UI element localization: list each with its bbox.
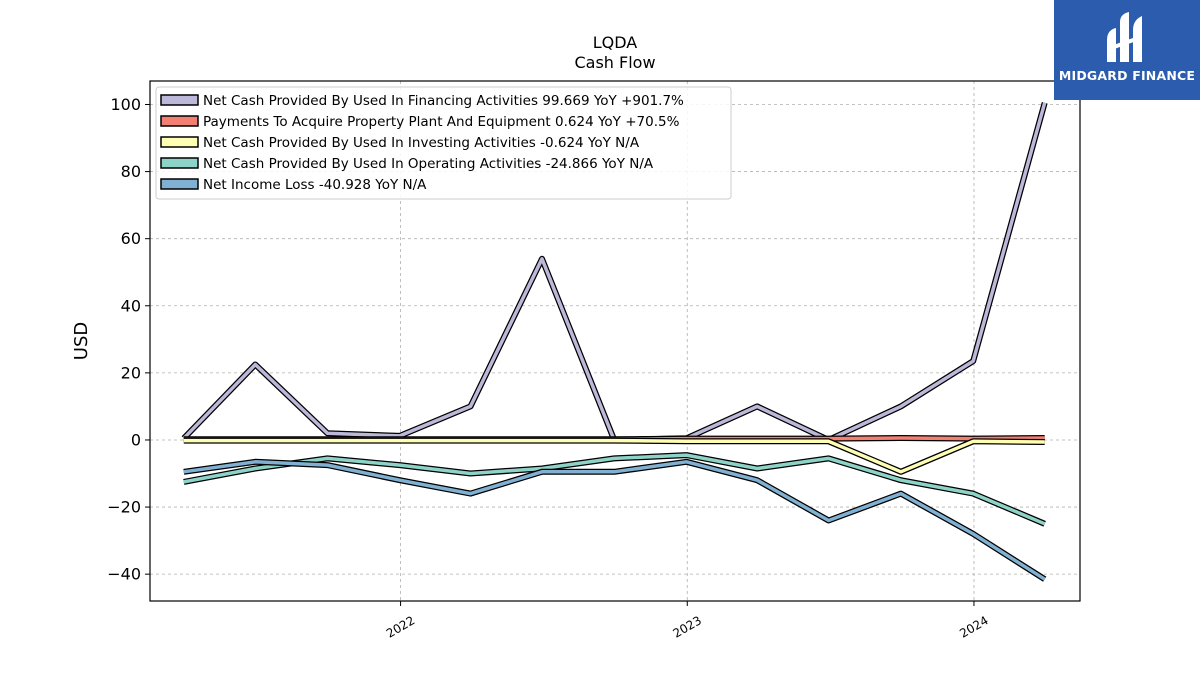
legend: Net Cash Provided By Used In Financing A… bbox=[155, 86, 732, 200]
midgard-logo-icon bbox=[1107, 12, 1142, 62]
y-tick-label: −20 bbox=[107, 498, 141, 517]
x-tick-label: 2023 bbox=[671, 613, 704, 640]
legend-entry: Payments To Acquire Property Plant And E… bbox=[203, 114, 680, 130]
legend-swatch bbox=[160, 178, 199, 190]
legend-swatch bbox=[160, 157, 199, 169]
chart-subtitle: Cash Flow bbox=[574, 53, 655, 72]
y-tick-label: 0 bbox=[131, 430, 141, 449]
legend-entry: Net Cash Provided By Used In Investing A… bbox=[203, 135, 640, 151]
y-axis-label: USD bbox=[71, 322, 92, 360]
y-tick-label: −40 bbox=[107, 565, 141, 584]
brand-name: MIDGARD FINANCE bbox=[1058, 68, 1196, 83]
legend-entry: Net Cash Provided By Used In Financing A… bbox=[203, 93, 684, 109]
legend-swatch bbox=[160, 94, 199, 106]
y-tick-label: 80 bbox=[121, 162, 141, 181]
series-line-4 bbox=[183, 460, 1046, 581]
series-lines bbox=[181, 101, 1048, 582]
series-line-2 bbox=[183, 438, 1045, 474]
legend-swatch bbox=[160, 136, 199, 148]
legend-entry: Net Income Loss -40.928 YoY N/A bbox=[203, 177, 427, 193]
legend-box bbox=[155, 86, 732, 200]
series-line-outline-4 bbox=[183, 458, 1047, 582]
y-tick-label: 100 bbox=[110, 95, 141, 114]
chart-title: LQDA bbox=[593, 33, 638, 52]
x-tick-label: 2024 bbox=[957, 613, 990, 640]
plot-frame bbox=[149, 80, 1081, 602]
legend-swatch bbox=[160, 115, 199, 127]
legend-entry: Net Cash Provided By Used In Operating A… bbox=[203, 156, 654, 172]
y-tick-label: 40 bbox=[121, 296, 141, 315]
y-tick-label: 60 bbox=[121, 229, 141, 248]
midgard-finance-logo: MIDGARD FINANCE bbox=[1054, 0, 1200, 100]
x-tick-label: 2022 bbox=[384, 613, 417, 640]
series-line-3 bbox=[183, 453, 1046, 526]
y-tick-label: 20 bbox=[121, 363, 141, 382]
x-axis-ticks: 2022 2023 2024 bbox=[384, 601, 991, 641]
y-axis-ticks: −40 −20 0 20 40 60 80 100 bbox=[107, 95, 150, 584]
